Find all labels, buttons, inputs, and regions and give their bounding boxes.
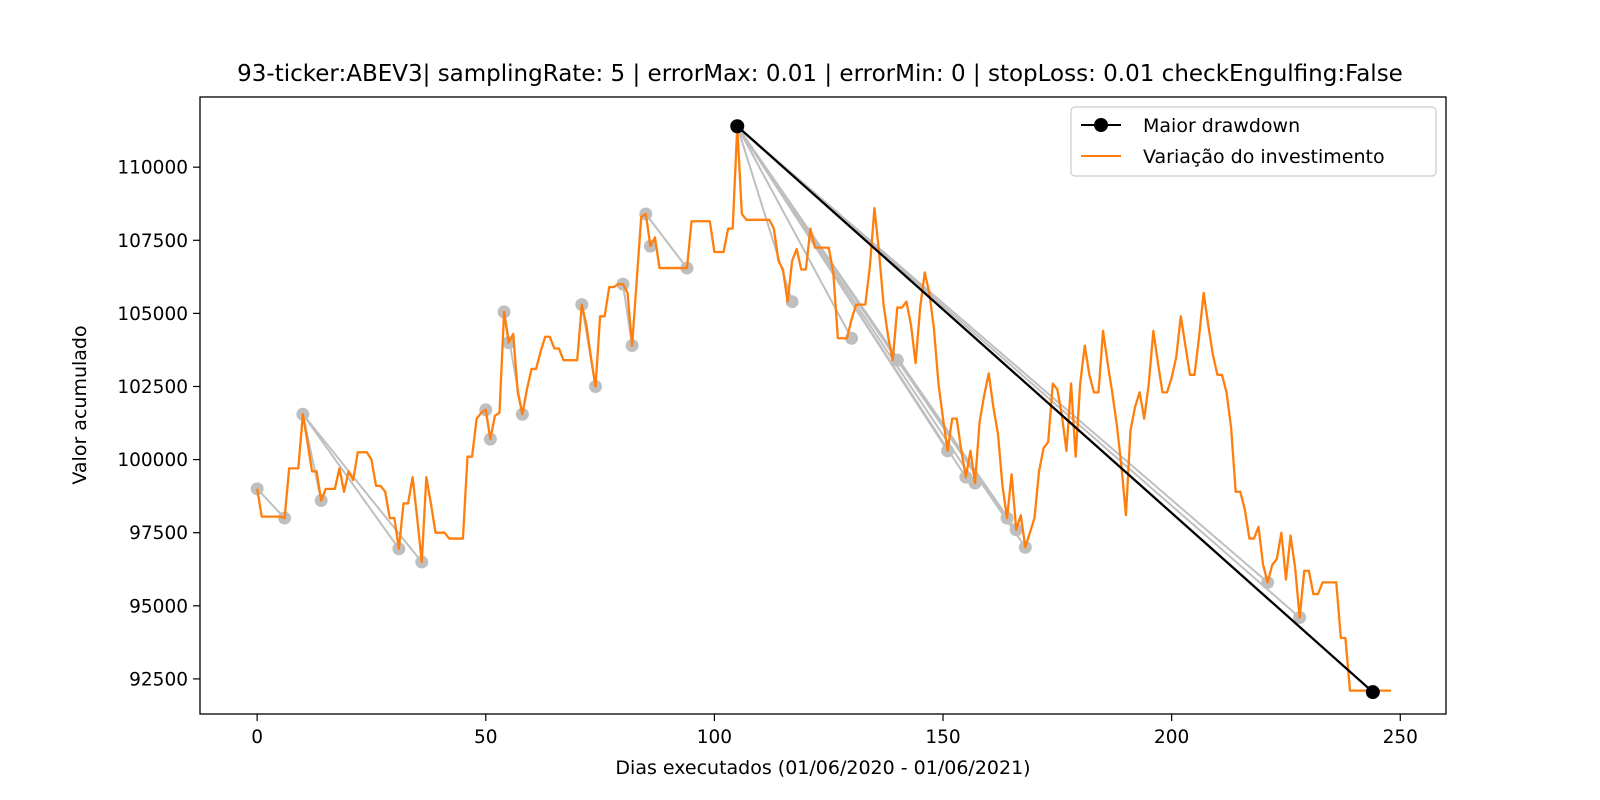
- y-tick-label: 92500: [129, 669, 188, 690]
- x-tick-label: 50: [474, 727, 498, 748]
- x-tick-label: 250: [1383, 727, 1418, 748]
- legend-label-investment: Variação do investimento: [1143, 146, 1385, 168]
- legend-drawdown-marker: [1094, 118, 1108, 132]
- investment-series-layer: [256, 125, 1392, 692]
- y-tick-label: 102500: [117, 377, 188, 398]
- y-axis-label: Valor acumulado: [69, 325, 91, 484]
- y-tick-label: 95000: [129, 596, 188, 617]
- legend-box: [1070, 106, 1437, 177]
- x-tick-label: 200: [1154, 727, 1189, 748]
- x-tick-label: 100: [697, 727, 732, 748]
- gray-segment: [256, 488, 286, 519]
- gray-segment: [302, 413, 400, 550]
- plot-area: [199, 96, 1447, 715]
- x-axis: 0 50 100 150 200 250: [251, 714, 1418, 748]
- legend-label-drawdown: Maior drawdown: [1143, 115, 1300, 137]
- drawdown-point: [1365, 685, 1380, 700]
- drawdown-series-layer: [730, 119, 1380, 700]
- x-tick-label: 0: [251, 727, 263, 748]
- chart-title: 93-ticker:ABEV3| samplingRate: 5 | error…: [237, 61, 1403, 87]
- plot-content: [250, 119, 1392, 700]
- gray-segment: [736, 125, 1301, 619]
- y-tick-label: 107500: [117, 231, 188, 252]
- y-tick-label: 100000: [117, 450, 188, 471]
- legend: Maior drawdown Variação do investimento: [1070, 106, 1437, 177]
- y-tick-label: 105000: [117, 304, 188, 325]
- gray-segment: [302, 413, 423, 563]
- investment-series-line: [256, 125, 1392, 692]
- gray-segment: [645, 213, 688, 269]
- x-axis-label: Dias executados (01/06/2020 - 01/06/2021…: [615, 757, 1030, 779]
- y-axis: 92500 95000 97500 100000 102500 105000 107500 1…: [117, 158, 200, 690]
- x-tick-label: 150: [925, 727, 960, 748]
- y-tick-label: 110000: [117, 158, 188, 179]
- gray-segment: [736, 125, 853, 339]
- y-tick-label: 97500: [129, 523, 188, 544]
- drawdown-point: [730, 119, 745, 134]
- drawdown-line: [736, 125, 1374, 693]
- gray-point: [250, 482, 264, 496]
